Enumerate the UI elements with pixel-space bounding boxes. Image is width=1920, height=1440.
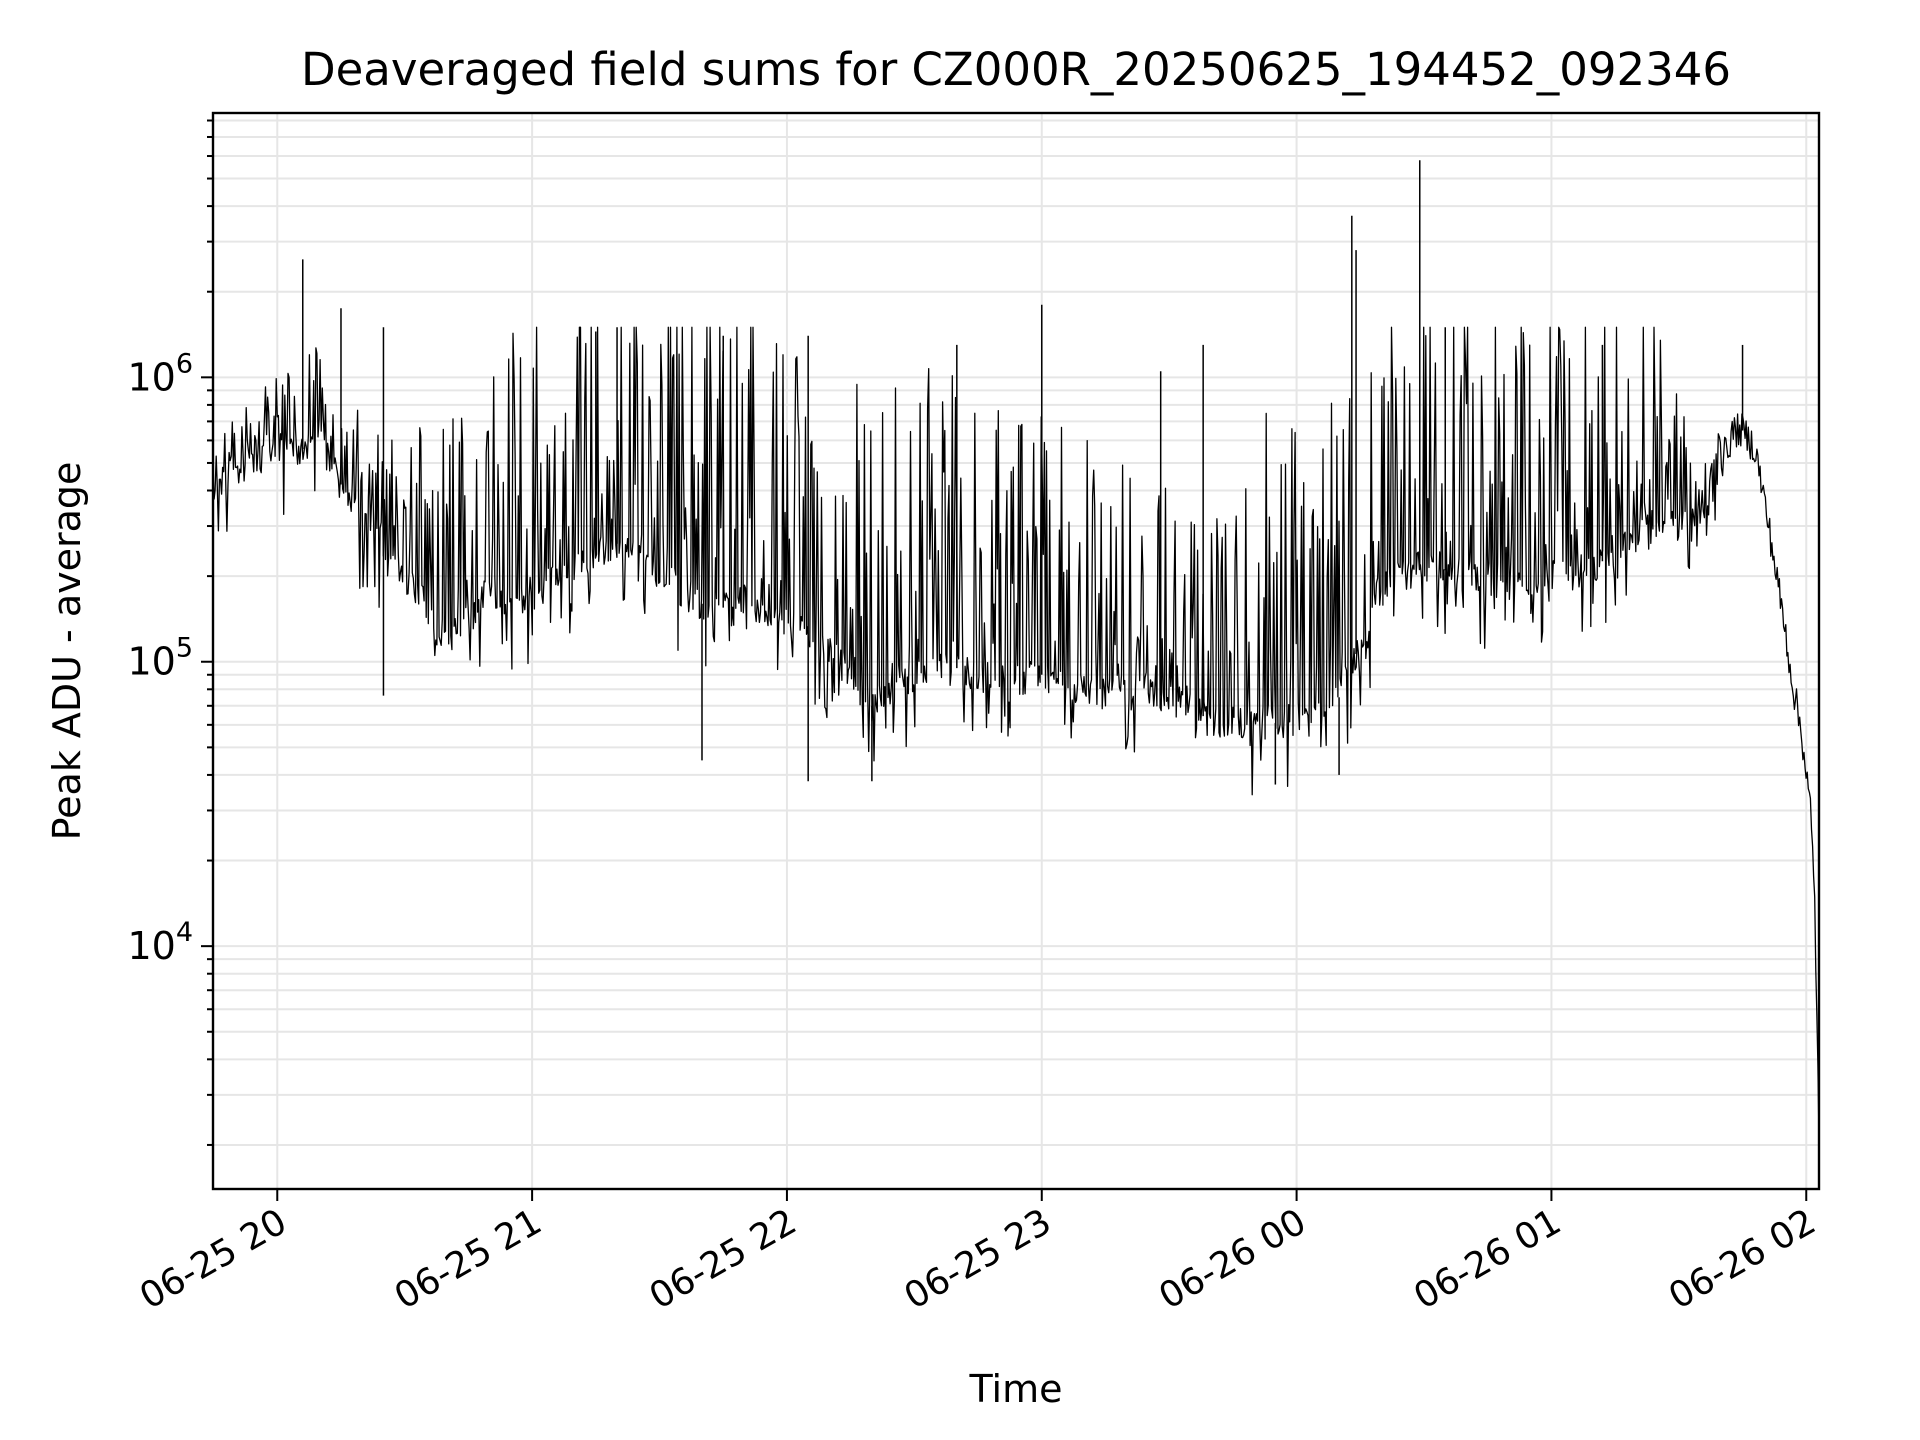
x-axis-label: Time <box>969 1367 1063 1411</box>
y-tick-exponent: 5 <box>176 633 193 664</box>
y-tick-label: 105 <box>127 633 193 684</box>
y-tick-label: 106 <box>127 348 193 399</box>
y-tick-exponent: 4 <box>176 917 193 948</box>
series-line <box>212 326 1820 1140</box>
plot-frame <box>211 111 1821 1191</box>
y-tick-label: 104 <box>127 917 193 968</box>
chart-title: Deaveraged field sums for CZ000R_2025062… <box>301 43 1731 96</box>
y-tick-base: 10 <box>127 355 175 399</box>
y-tick-base: 10 <box>127 924 175 968</box>
y-tick-exponent: 6 <box>176 348 193 379</box>
plot-area <box>212 160 1820 1140</box>
y-tick-base: 10 <box>127 640 175 684</box>
y-axis-label: Peak ADU - average <box>45 462 89 841</box>
